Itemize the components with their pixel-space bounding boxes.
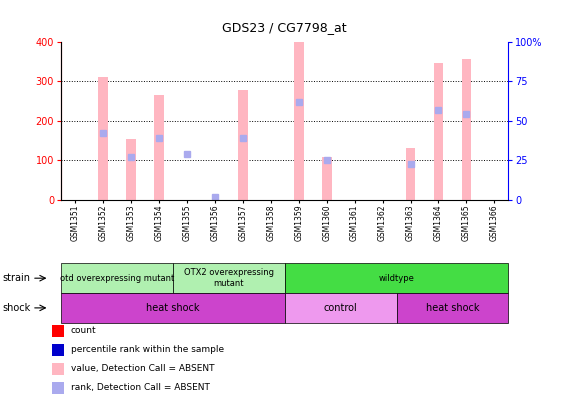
Text: heat shock: heat shock	[426, 303, 479, 313]
Text: GDS23 / CG7798_at: GDS23 / CG7798_at	[223, 21, 347, 34]
Bar	[98, 77, 108, 200]
Text: wildtype: wildtype	[379, 274, 414, 283]
Bar	[433, 63, 443, 200]
Text: otd overexpressing mutant: otd overexpressing mutant	[60, 274, 174, 283]
Text: shock: shock	[3, 303, 31, 313]
Bar	[322, 157, 332, 200]
Text: strain: strain	[3, 273, 31, 283]
Bar	[126, 139, 136, 200]
Text: OTX2 overexpressing
mutant: OTX2 overexpressing mutant	[184, 268, 274, 288]
Text: heat shock: heat shock	[146, 303, 200, 313]
Bar	[154, 95, 164, 200]
Text: value, Detection Call = ABSENT: value, Detection Call = ABSENT	[71, 364, 214, 373]
Bar	[238, 90, 248, 200]
Bar	[294, 42, 303, 200]
Text: control: control	[324, 303, 357, 313]
Text: percentile rank within the sample: percentile rank within the sample	[71, 345, 224, 354]
Bar	[461, 59, 471, 200]
Bar	[406, 148, 415, 200]
Text: count: count	[71, 326, 96, 335]
Text: rank, Detection Call = ABSENT: rank, Detection Call = ABSENT	[71, 383, 210, 392]
